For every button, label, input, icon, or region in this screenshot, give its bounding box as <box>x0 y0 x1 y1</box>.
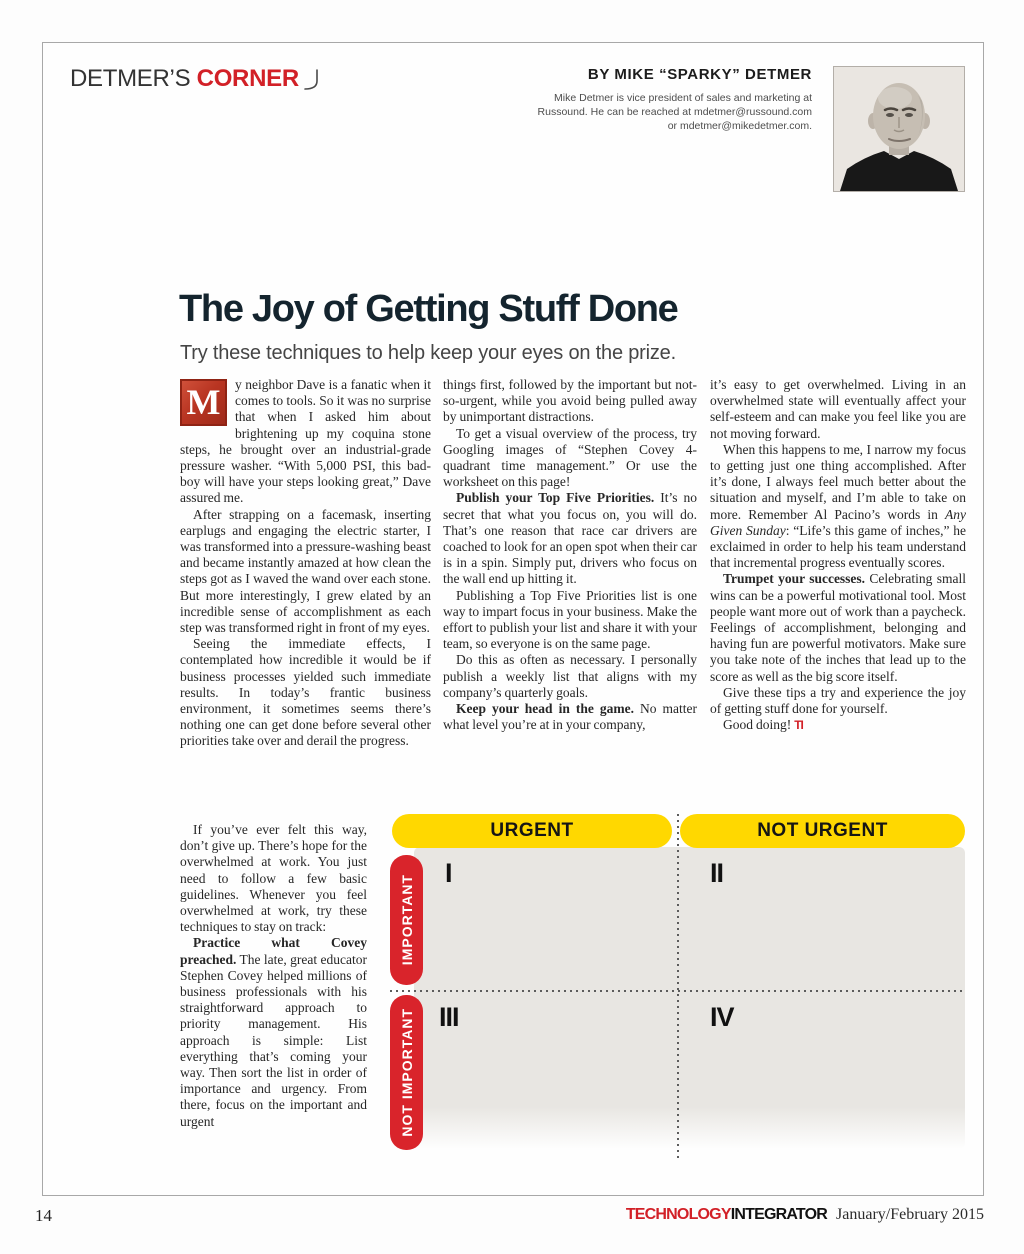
ti-end-mark-icon: TI <box>794 718 804 733</box>
paragraph: Keep your head in the game. No matter wh… <box>443 701 698 733</box>
author-headshot-photo <box>833 66 965 192</box>
body-column-3: it’s easy to get overwhelmed. Living in … <box>710 377 966 733</box>
bold-lead: Practice what Covey preached. <box>180 935 367 967</box>
matrix-header-important: IMPORTANT <box>390 855 423 985</box>
covey-matrix: URGENT NOT URGENT IMPORTANT NOT IMPORTAN… <box>390 814 965 1166</box>
author-bio-line: or mdetmer@mikedetmer.com. <box>667 120 812 132</box>
bold-lead: Keep your head in the game. <box>456 701 634 717</box>
bold-lead: Publish your Top Five Priorities. <box>456 490 655 506</box>
article-subtitle: Try these techniques to help keep your e… <box>180 342 676 364</box>
bold-lead: Trumpet your successes. <box>723 571 866 587</box>
paragraph: Publish your Top Five Priorities. It’s n… <box>443 490 697 587</box>
paragraph: If you’ve ever felt this way, don’t give… <box>180 822 367 935</box>
paragraph: When this happens to me, I narrow my foc… <box>710 441 966 571</box>
paragraph: After strapping on a facemask, inserting… <box>180 506 431 636</box>
matrix-vertical-dotted-divider <box>677 814 679 1158</box>
column-kicker: DETMER’S CORNER <box>70 62 321 93</box>
article-title: The Joy of Getting Stuff Done <box>179 288 679 330</box>
matrix-header-urgent: URGENT <box>392 814 672 848</box>
kicker-bold-text: CORNER <box>196 65 300 92</box>
paragraph: Practice what Covey preached. The late, … <box>180 935 367 1129</box>
body-column-1-lower: If you’ve ever felt this way, don’t give… <box>180 822 367 1130</box>
corner-curve-icon <box>301 69 323 98</box>
paragraph: Give these tips a try and experience the… <box>710 684 966 717</box>
paragraph: To get a visual overview of the process,… <box>443 425 697 490</box>
footer-page-number: 14 <box>35 1206 52 1225</box>
paragraph: Publishing a Top Five Priorities list is… <box>443 587 697 652</box>
movie-title-italic: Any Given Sunday <box>710 506 966 538</box>
matrix-header-not-urgent: NOT URGENT <box>680 814 965 848</box>
paragraph: Do this as often as necessary. I persona… <box>443 652 697 700</box>
quadrant-2-label: II <box>710 858 724 888</box>
paragraph: Trumpet your successes. Celebrating smal… <box>710 571 966 684</box>
quadrant-4-label: IV <box>710 1002 734 1032</box>
quadrant-3-label: III <box>439 1002 459 1032</box>
matrix-header-not-important: NOT IMPORTANT <box>390 995 423 1150</box>
paragraph: Seeing the immediate effects, I contempl… <box>180 636 431 749</box>
magazine-logo-integrator: INTEGRATOR <box>730 1206 828 1223</box>
paragraph: things first, followed by the important … <box>443 377 697 425</box>
author-bio-line: Mike Detmer is vice president of sales a… <box>554 92 812 104</box>
footer-right: TECHNOLOGY INTEGRATOR January/February 20… <box>626 1206 984 1224</box>
byline: BY MIKE “SPARKY” DETMER <box>587 66 812 83</box>
matrix-horizontal-dotted-divider <box>390 990 965 992</box>
drop-cap: M <box>180 379 227 426</box>
author-bio-line: Russound. He can be reached at mdetmer@r… <box>537 106 812 118</box>
magazine-logo-technology: TECHNOLOGY <box>625 1206 732 1223</box>
body-column-2: things first, followed by the important … <box>443 377 697 733</box>
quadrant-1-label: I <box>445 858 452 888</box>
paragraph: Good doing! TI <box>723 717 804 733</box>
kicker-light-text: DETMER’S <box>70 65 191 92</box>
byline-block: BY MIKE “SPARKY” DETMER Mike Detmer is v… <box>512 66 812 133</box>
paragraph: it’s easy to get overwhelmed. Living in … <box>710 377 966 441</box>
matrix-panel <box>414 847 965 1149</box>
issue-date: January/February 2015 <box>836 1206 984 1223</box>
